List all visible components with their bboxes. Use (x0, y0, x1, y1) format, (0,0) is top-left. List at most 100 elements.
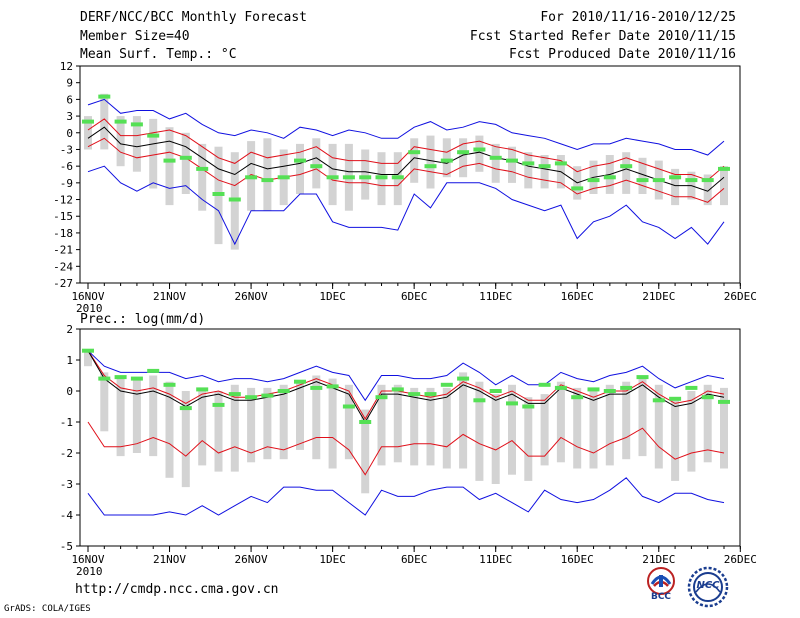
y-tick-label: -2 (60, 447, 73, 460)
x-tick-label: 16NOV (71, 290, 104, 303)
observed-marker (245, 175, 258, 180)
spread-box (442, 138, 451, 178)
observed-marker (114, 375, 127, 380)
observed-marker (457, 376, 470, 381)
x-tick-label: 26DEC (724, 553, 757, 566)
x-tick-label: 6DEC (401, 290, 428, 303)
observed-marker (82, 119, 94, 124)
observed-marker (701, 178, 714, 183)
observed-marker (701, 395, 714, 400)
spread-box (230, 384, 239, 472)
observed-marker (620, 164, 633, 169)
outer-lower-line (87, 477, 725, 516)
spread-box (508, 384, 516, 475)
spread-box (491, 143, 500, 183)
x-tick-label: 21NOV (153, 553, 186, 566)
x-tick-label: 16DEC (561, 553, 594, 566)
observed-marker (440, 382, 453, 387)
precip-panel-title: Prec.: log(mm/d) (80, 312, 205, 327)
ncc-logo: NCC (684, 566, 732, 608)
spread-box (181, 391, 190, 488)
bcc-logo: BCC (640, 566, 682, 606)
x-tick-label: 21DEC (642, 553, 675, 566)
observed-marker (228, 197, 241, 202)
observed-marker (179, 406, 192, 411)
spread-box (410, 138, 419, 183)
observed-marker (408, 150, 421, 155)
observed-marker (163, 158, 176, 163)
observed-marker (571, 395, 584, 400)
grads-credit: GrADS: COLA/IGES (4, 604, 91, 614)
x-tick-label: 26NOV (235, 290, 268, 303)
spread-box (116, 116, 125, 167)
y-tick-label: 0 (66, 127, 73, 140)
spread-box (687, 391, 696, 472)
observed-marker (228, 392, 241, 397)
y-tick-label: 0 (66, 385, 73, 398)
plot-frame (79, 65, 741, 284)
observed-marker (522, 161, 535, 166)
observed-marker (310, 385, 323, 390)
observed-marker (179, 155, 192, 160)
observed-marker (554, 161, 567, 166)
plot-frame (79, 328, 741, 547)
x-tick-label: 6DEC (401, 553, 428, 566)
observed-marker (212, 402, 225, 407)
observed-marker (603, 389, 616, 393)
observed-marker (326, 175, 339, 180)
outer-upper-line (87, 350, 725, 402)
observed-marker (522, 404, 535, 409)
observed-marker (163, 382, 176, 387)
spread-box (312, 138, 321, 189)
observed-marker (669, 175, 682, 180)
spread-box (475, 381, 484, 481)
spread-box (328, 378, 337, 469)
spread-box (540, 155, 549, 189)
observed-marker (636, 178, 649, 183)
observed-marker (326, 384, 339, 389)
spread-box (377, 384, 386, 466)
spread-box (263, 387, 272, 460)
y-tick-label: -6 (60, 160, 73, 173)
observed-marker (261, 393, 274, 398)
observed-marker (310, 164, 323, 169)
observed-marker (506, 158, 518, 163)
observed-marker (489, 389, 502, 393)
observed-marker (603, 175, 616, 180)
source-url[interactable]: http://cmdp.ncc.cma.gov.cn (75, 582, 279, 597)
observed-marker (473, 147, 486, 152)
x-tick-label: 1DEC (319, 553, 346, 566)
observed-marker (408, 392, 421, 397)
y-tick-label: -4 (60, 509, 74, 522)
spread-box (622, 381, 631, 460)
spread-box (263, 138, 272, 211)
chart-title: DERF/NCC/BCC Monthly Forecast (80, 10, 307, 25)
observed-marker (652, 178, 665, 183)
spread-box (491, 394, 500, 484)
y-tick-label: 12 (60, 60, 73, 73)
fcst-started-date: Fcst Started Refer Date 2010/11/15 (469, 29, 736, 44)
observed-marker (294, 158, 306, 163)
spread-box (703, 384, 712, 463)
y-tick-label: -1 (60, 416, 73, 429)
x-tick-label: 16DEC (561, 290, 594, 303)
spread-box (198, 387, 207, 466)
spread-box (132, 116, 141, 172)
spread-box (214, 391, 223, 472)
x-tick-label: 21DEC (642, 290, 675, 303)
observed-marker (98, 94, 111, 99)
spread-box (312, 375, 321, 460)
spread-box (361, 409, 370, 494)
observed-marker (391, 175, 404, 180)
y-tick-label: -27 (53, 277, 73, 290)
spread-box (720, 166, 728, 206)
observed-marker (587, 387, 600, 392)
observed-marker (424, 392, 437, 397)
observed-marker (457, 150, 470, 155)
observed-marker (98, 376, 111, 381)
y-tick-label: -12 (53, 194, 73, 207)
inner-lower-line (87, 421, 725, 476)
observed-marker (277, 389, 290, 393)
x-tick-label: 26DEC (724, 290, 757, 303)
